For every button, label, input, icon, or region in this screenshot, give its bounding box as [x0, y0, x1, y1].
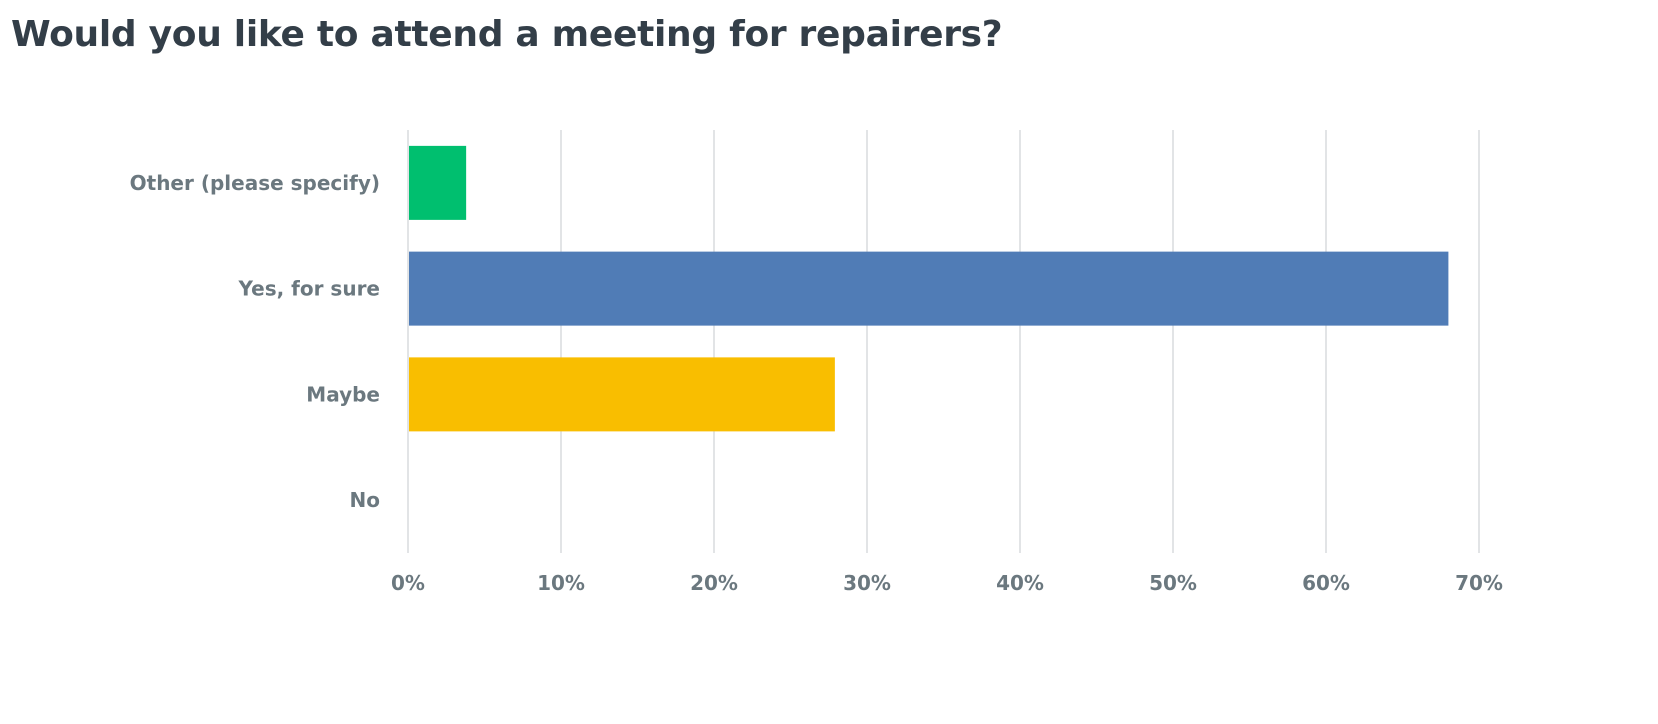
bar-0[interactable] [409, 145, 467, 220]
x-tick-label-6: 60% [1302, 571, 1350, 595]
category-label-1: Yes, for sure [237, 277, 380, 301]
x-tick-label-4: 40% [996, 571, 1044, 595]
x-tick-label-7: 70% [1455, 571, 1503, 595]
category-label-3: No [350, 488, 380, 512]
x-tick-label-5: 50% [1149, 571, 1197, 595]
x-tick-label-0: 0% [391, 571, 425, 595]
x-tick-label-2: 20% [690, 571, 738, 595]
x-tick-label-1: 10% [537, 571, 585, 595]
category-label-2: Maybe [306, 382, 380, 406]
chart-title: Would you like to attend a meeting for r… [11, 14, 1003, 55]
category-label-0: Other (please specify) [130, 171, 380, 195]
bar-1[interactable] [409, 251, 1449, 326]
x-tick-label-3: 30% [843, 571, 891, 595]
bar-2[interactable] [409, 357, 835, 432]
